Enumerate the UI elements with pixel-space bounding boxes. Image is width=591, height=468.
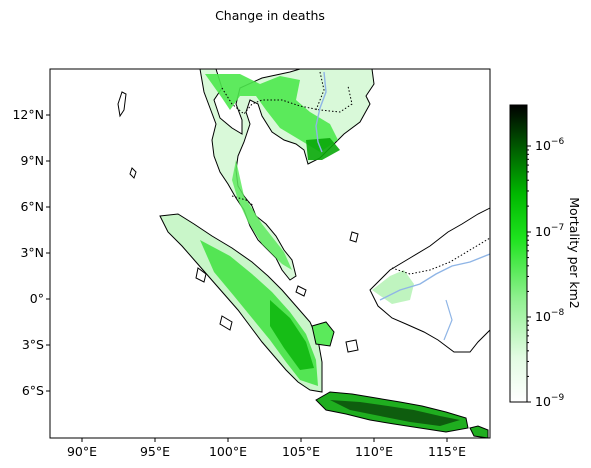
java-dense-band <box>330 400 460 426</box>
y-axis: 12°N 9°N 6°N 3°N 0° 3°S 6°S <box>12 107 50 398</box>
borneo-river <box>379 253 490 301</box>
natuna-islands <box>349 231 359 243</box>
colorbar-label: Mortality per km2 <box>567 197 582 308</box>
y-tick-label: 6°N <box>20 199 44 214</box>
y-tick-label: 3°N <box>20 245 44 260</box>
colorbar-tick-base: 10 <box>535 224 551 239</box>
belitung-island <box>345 339 359 353</box>
borneo-landmass <box>369 207 490 353</box>
colorbar-tick-label: 10−7 <box>535 223 564 239</box>
x-tick-label: 110°E <box>355 444 393 459</box>
borneo-border <box>391 237 490 275</box>
lesser-sunda-landmass <box>469 425 489 438</box>
indochina-high-band <box>205 74 338 152</box>
siberut-island <box>219 315 233 331</box>
borneo-river-2 <box>443 299 453 341</box>
y-tick-label: 3°S <box>22 337 44 352</box>
colorbar-tick-base: 10 <box>535 309 551 324</box>
x-tick-label: 100°E <box>209 444 247 459</box>
riau-islands <box>295 285 307 297</box>
colorbar <box>509 104 528 403</box>
colorbar-tick-label: 10−9 <box>535 393 564 409</box>
andaman-islands <box>117 91 127 118</box>
peninsula-border <box>231 195 255 207</box>
bangka-island <box>311 321 335 347</box>
colorbar-tick-exponent: −9 <box>551 393 565 403</box>
peninsula-band <box>232 160 292 270</box>
mekong-delta-band <box>306 138 340 160</box>
indochina-borders <box>221 71 353 115</box>
x-tick-label: 105°E <box>282 444 320 459</box>
y-tick-label: 9°N <box>20 153 44 168</box>
colorbar-tick-base: 10 <box>535 138 551 153</box>
colorbar-tick-exponent: −7 <box>551 223 564 233</box>
nias-island <box>195 267 207 283</box>
colorbar-tick-label: 10−8 <box>535 308 564 324</box>
colorbar-tick-base: 10 <box>535 394 551 409</box>
map-layers <box>117 69 490 438</box>
y-tick-label: 6°S <box>22 383 44 398</box>
x-tick-label: 90°E <box>67 444 97 459</box>
borneo-light-band <box>372 270 414 304</box>
colorbar-tick-exponent: −8 <box>551 308 565 318</box>
sumatra-core-band <box>270 300 314 370</box>
x-tick-label: 115°E <box>428 444 466 459</box>
colorbar-tick-exponent: −6 <box>551 137 565 147</box>
mekong-river <box>315 71 327 153</box>
nicobar-islands <box>129 167 137 179</box>
y-tick-label: 0° <box>30 291 44 306</box>
x-axis: 90°E 95°E 100°E 105°E 110°E 115°E <box>67 438 466 459</box>
colorbar-ticks: 10−910−810−710−6 <box>527 137 564 409</box>
y-tick-label: 12°N <box>12 107 44 122</box>
figure-title: Change in deaths <box>215 8 325 23</box>
colorbar-tick-label: 10−6 <box>535 137 564 153</box>
x-tick-label: 95°E <box>140 444 170 459</box>
